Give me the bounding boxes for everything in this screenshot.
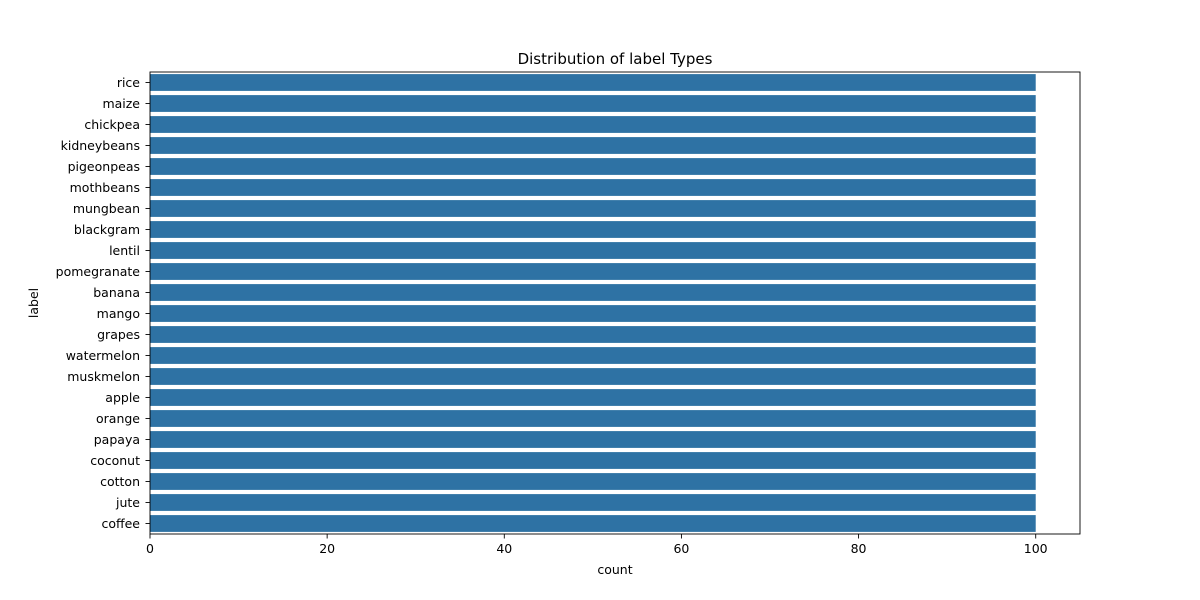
bar-apple xyxy=(150,389,1036,406)
bar-jute xyxy=(150,494,1036,511)
bar-watermelon xyxy=(150,347,1036,364)
bar-muskmelon xyxy=(150,368,1036,385)
bar-maize xyxy=(150,95,1036,112)
x-tick-label: 0 xyxy=(146,541,154,556)
bar-blackgram xyxy=(150,221,1036,238)
plot-frame xyxy=(149,71,1081,535)
bar-cotton xyxy=(150,473,1036,490)
bar-papaya xyxy=(150,431,1036,448)
bar-kidneybeans xyxy=(150,137,1036,154)
bar-rice xyxy=(150,74,1036,91)
y-tick-label: mungbean xyxy=(73,201,140,216)
y-tick-label: maize xyxy=(102,96,140,111)
y-tick-label: cotton xyxy=(100,474,140,489)
x-tick-label: 40 xyxy=(496,541,512,556)
y-tick-label: chickpea xyxy=(84,117,140,132)
chart-title: Distribution of label Types xyxy=(518,50,713,68)
y-tick-label: mothbeans xyxy=(70,180,140,195)
bars-layer xyxy=(150,74,1036,532)
y-tick-label: blackgram xyxy=(74,222,140,237)
y-tick-label: pigeonpeas xyxy=(68,159,140,174)
y-tick-label: watermelon xyxy=(66,348,140,363)
bar-pigeonpeas xyxy=(150,158,1036,175)
x-axis-ticks: 0 20 40 60 80 100 xyxy=(146,534,1048,556)
y-tick-label: mango xyxy=(97,306,140,321)
y-tick-label: papaya xyxy=(94,432,140,447)
x-tick-label: 100 xyxy=(1024,541,1048,556)
y-tick-label: rice xyxy=(117,75,140,90)
y-tick-label: grapes xyxy=(97,327,140,342)
x-tick-label: 20 xyxy=(319,541,335,556)
bar-pomegranate xyxy=(150,263,1036,280)
x-axis-label: count xyxy=(597,562,632,577)
x-tick-label: 60 xyxy=(673,541,689,556)
bar-grapes xyxy=(150,326,1036,343)
bar-orange xyxy=(150,410,1036,427)
bar-mothbeans xyxy=(150,179,1036,196)
y-tick-label: muskmelon xyxy=(67,369,140,384)
y-tick-label: coconut xyxy=(90,453,140,468)
y-tick-label: banana xyxy=(93,285,140,300)
y-tick-label: coffee xyxy=(101,516,140,531)
bar-lentil xyxy=(150,242,1036,259)
y-tick-label: orange xyxy=(96,411,140,426)
bar-mango xyxy=(150,305,1036,322)
y-tick-label: kidneybeans xyxy=(61,138,140,153)
y-axis-ticks: rice maize chickpea kidneybeans pigeonpeas mo… xyxy=(56,75,150,531)
y-tick-label: jute xyxy=(115,495,140,510)
bar-coffee xyxy=(150,515,1036,532)
bar-chickpea xyxy=(150,116,1036,133)
x-tick-label: 80 xyxy=(851,541,867,556)
bar-banana xyxy=(150,284,1036,301)
y-tick-label: lentil xyxy=(109,243,140,258)
y-tick-label: apple xyxy=(105,390,140,405)
y-axis-label: label xyxy=(26,288,41,318)
bar-mungbean xyxy=(150,200,1036,217)
y-tick-label: pomegranate xyxy=(56,264,141,279)
bar-coconut xyxy=(150,452,1036,469)
